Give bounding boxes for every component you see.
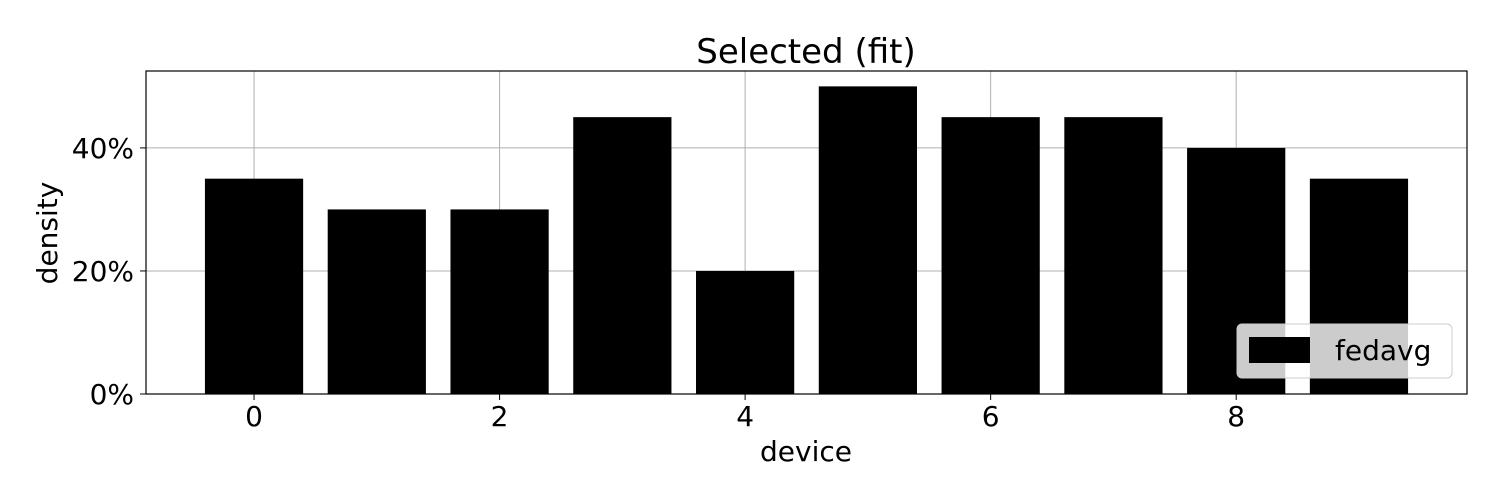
y-axis-label: density <box>31 182 64 285</box>
bar-device-6 <box>941 117 1040 395</box>
x-tick-label: 6 <box>982 400 1000 433</box>
x-axis-ticks: 0 2 4 6 8 <box>245 394 1245 433</box>
bar-device-7 <box>1064 117 1163 395</box>
y-tick-label: 0% <box>90 378 134 411</box>
y-axis-ticks: 0% 20% 40% <box>72 132 146 411</box>
plot-frame <box>145 70 1468 395</box>
y-tick-label: 20% <box>72 255 134 288</box>
legend-swatch <box>1249 337 1310 363</box>
x-tick-label: 2 <box>491 400 509 433</box>
legend-label-fedavg: fedavg <box>1335 334 1431 367</box>
x-tick-label: 0 <box>245 400 263 433</box>
bar-device-4 <box>696 270 795 394</box>
y-tick-label: 40% <box>72 132 134 165</box>
chart-title: Selected (fit) <box>696 32 915 72</box>
bar-device-0 <box>204 178 304 394</box>
x-tick-label: 8 <box>1227 400 1245 433</box>
bar-device-1 <box>327 209 426 394</box>
bar-device-5 <box>818 86 917 394</box>
bars <box>204 86 1409 395</box>
bar-device-2 <box>450 209 549 394</box>
bar-device-3 <box>573 117 672 395</box>
x-tick-label: 4 <box>736 400 754 433</box>
legend: fedavg <box>1236 323 1453 379</box>
x-axis-label: device <box>760 435 852 468</box>
